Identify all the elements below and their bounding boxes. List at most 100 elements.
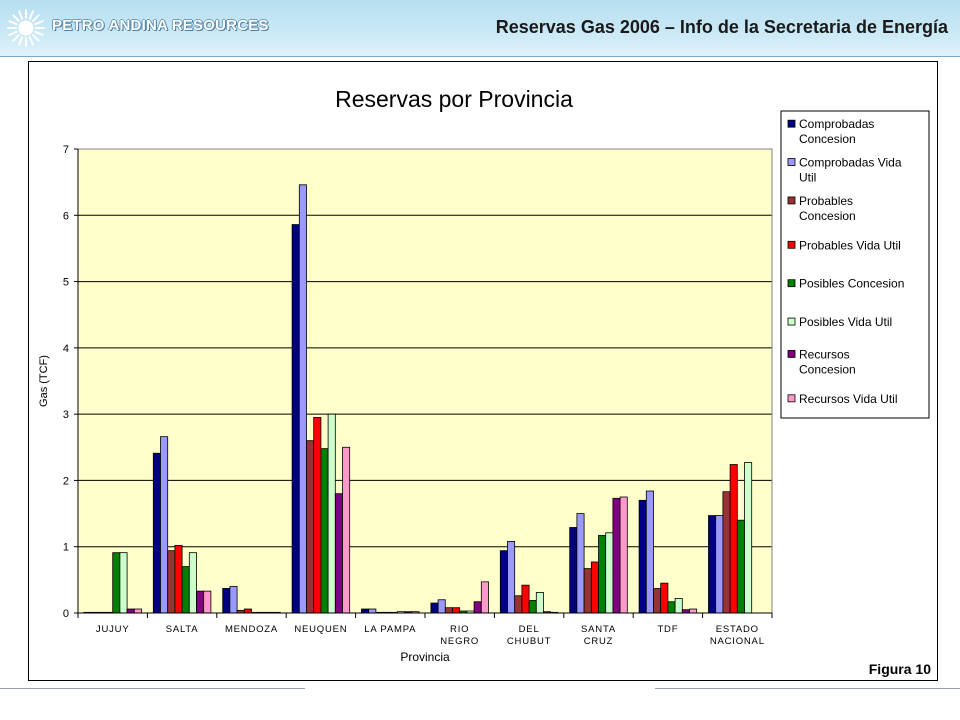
legend-label: Recursos Vida Util	[799, 392, 897, 406]
bar	[112, 552, 121, 614]
legend-box	[780, 110, 930, 419]
bar	[203, 590, 212, 614]
bar	[368, 608, 377, 614]
bar	[452, 607, 461, 614]
legend-swatch	[787, 350, 796, 358]
bar	[590, 561, 599, 614]
bar	[222, 588, 231, 614]
bar	[342, 446, 351, 614]
bar	[689, 608, 698, 614]
bar	[174, 544, 183, 614]
legend-label: Probables Vida Util	[799, 238, 901, 252]
figure-label: Figura 10	[868, 661, 931, 677]
x-axis-label: Provincia	[400, 650, 450, 664]
bar	[119, 552, 128, 614]
bar	[480, 581, 489, 614]
bar	[638, 499, 647, 614]
sun-logo-icon	[7, 9, 45, 47]
legend-label: Recursos Concesion	[799, 347, 856, 376]
x-tick-label: SALTA	[166, 624, 199, 635]
y-tick-label: 3	[63, 409, 69, 421]
legend-swatch	[787, 317, 796, 326]
footer-divider-left	[0, 688, 305, 689]
bar	[298, 184, 307, 614]
x-tick-label: RIO NEGRO	[440, 624, 479, 647]
bar	[188, 552, 197, 614]
bar	[514, 595, 523, 614]
x-tick-label: TDF	[657, 624, 678, 635]
chart-title: Reservas por Provincia	[335, 86, 573, 112]
bar	[535, 592, 544, 614]
chart-container: Reservas por Provincia 0 1 2 3 4 5 6 7 Gas (TCF) J…	[28, 61, 938, 681]
bar	[313, 417, 322, 614]
legend-swatch	[787, 394, 796, 403]
x-tick-label: MENDOZA	[225, 624, 278, 635]
x-tick-label: NEUQUEN	[294, 624, 347, 635]
bar	[291, 224, 300, 614]
bar	[569, 527, 578, 614]
legend-swatch	[787, 119, 796, 128]
bar	[473, 601, 482, 614]
bar	[736, 519, 745, 614]
slide-title: Reservas Gas 2006 – Info de la Secretari…	[495, 17, 948, 37]
legend-swatch	[787, 240, 796, 249]
bar	[126, 608, 135, 614]
plot-area	[78, 149, 772, 613]
bar	[196, 590, 205, 614]
bar	[160, 436, 169, 614]
bar	[507, 541, 516, 614]
y-tick-label: 7	[63, 144, 69, 156]
bar	[499, 550, 508, 614]
x-tick-label: ESTADO NACIONAL	[710, 624, 765, 647]
legend-swatch	[787, 196, 796, 205]
bar	[605, 532, 614, 614]
x-tick-label: SANTA CRUZ	[581, 624, 616, 647]
slide-header: PETRO ANDINA RESOURCES Reservas Gas 2006…	[0, 0, 960, 57]
y-tick-label: 6	[63, 210, 69, 222]
bar	[521, 584, 530, 614]
bar	[598, 535, 607, 614]
legend-label: Comprobadas Vida Util	[799, 156, 902, 185]
bar	[645, 490, 654, 614]
legend-label: Posibles Vida Util	[799, 315, 892, 329]
bar	[744, 462, 753, 614]
bar	[327, 413, 336, 614]
bar	[133, 608, 142, 614]
y-tick-label: 1	[63, 542, 69, 554]
bar	[667, 601, 676, 614]
bar	[528, 600, 537, 614]
bar	[583, 568, 592, 614]
legend-swatch	[787, 158, 796, 166]
y-tick-label: 2	[63, 475, 69, 487]
legend-label: Posibles Concesion	[799, 277, 904, 291]
bar	[334, 493, 343, 614]
y-axis-label: Gas (TCF)	[38, 355, 50, 407]
bar-chart: Reservas por Provincia 0 1 2 3 4 5 6 7 Gas (TCF) J…	[38, 86, 930, 664]
bar	[181, 566, 190, 614]
bar	[653, 588, 662, 614]
bar	[619, 496, 628, 614]
bar	[167, 550, 176, 614]
bar	[708, 515, 717, 614]
y-tick-label: 5	[63, 277, 69, 289]
legend-swatch	[787, 279, 796, 288]
bar	[660, 582, 669, 614]
bar	[437, 599, 446, 614]
x-tick-label: JUJUY	[96, 624, 130, 635]
bar	[612, 497, 621, 614]
legend-label: Probables Concesion	[799, 194, 856, 223]
bar	[729, 464, 738, 614]
bar	[243, 608, 252, 614]
bar	[674, 598, 683, 614]
bar	[576, 513, 585, 614]
company-name: PETRO ANDINA RESOURCES	[52, 17, 269, 34]
bar	[152, 452, 161, 614]
bar	[430, 602, 439, 614]
footer-divider-right	[655, 688, 960, 689]
y-tick-label: 4	[63, 343, 69, 355]
x-tick-label: LA PAMPA	[364, 624, 416, 635]
x-tick-label: DEL CHUBUT	[507, 624, 551, 647]
bar	[320, 448, 329, 614]
bar	[715, 515, 724, 614]
bar	[444, 607, 453, 614]
